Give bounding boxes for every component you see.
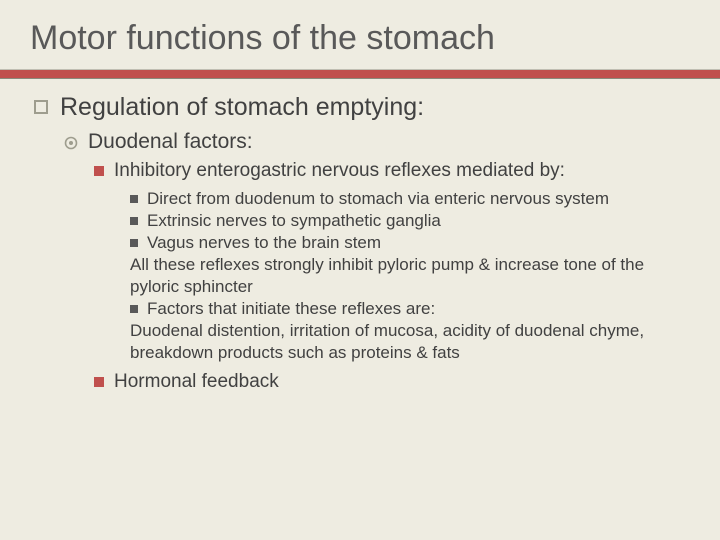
square-outline-icon [34,100,48,114]
slide-title: Motor functions of the stomach [0,0,720,70]
bullet-level1: Regulation of stomach emptying: [34,93,686,122]
bullet-level2: Duodenal factors: [64,130,686,154]
level3b-text: Hormonal feedback [114,371,279,393]
bullet-level4: Factors that initiate these reflexes are… [130,298,686,320]
small-square-icon [130,217,138,225]
target-icon [64,136,78,150]
level4-item: Vagus nerves to the brain stem [147,232,381,254]
small-square-icon [130,239,138,247]
square-fill-icon [94,377,104,387]
bullet-level4: Direct from duodenum to stomach via ente… [130,188,686,210]
level4-block: Direct from duodenum to stomach via ente… [130,188,686,365]
small-square-icon [130,195,138,203]
level2-text: Duodenal factors: [88,130,253,154]
level4-item: Factors that initiate these reflexes are… [147,298,435,320]
small-square-icon [130,305,138,313]
level3a-text: Inhibitory enterogastric nervous reflexe… [114,160,565,182]
bullet-level3: Inhibitory enterogastric nervous reflexe… [94,160,686,182]
bullet-level4: Vagus nerves to the brain stem [130,232,686,254]
accent-bar [0,70,720,79]
content-area: Regulation of stomach emptying: Duodenal… [0,79,720,393]
level4-note: All these reflexes strongly inhibit pylo… [130,254,686,298]
level4-item: Direct from duodenum to stomach via ente… [147,188,609,210]
square-fill-icon [94,166,104,176]
bullet-level3: Hormonal feedback [94,371,686,393]
level4-note: Duodenal distention, irritation of mucos… [130,320,686,364]
level1-text: Regulation of stomach emptying: [60,93,424,122]
level4-item: Extrinsic nerves to sympathetic ganglia [147,210,441,232]
bullet-level4: Extrinsic nerves to sympathetic ganglia [130,210,686,232]
